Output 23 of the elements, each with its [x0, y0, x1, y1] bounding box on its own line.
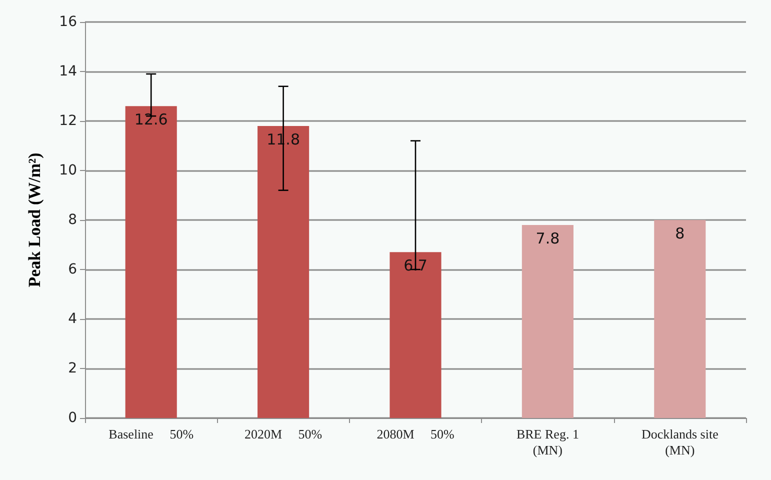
y-tick-label: 16 — [59, 14, 78, 30]
y-tick-label: 12 — [59, 113, 77, 129]
x-tick-label: 2080M 50% — [376, 426, 454, 442]
bar — [522, 224, 574, 418]
y-tick-label: 8 — [68, 212, 77, 228]
y-axis-title: Peak Load (W/m²) — [25, 152, 44, 288]
x-tick-label: Docklands site (MN) — [641, 426, 719, 458]
y-tick-label: 0 — [68, 410, 77, 426]
bar — [125, 106, 177, 418]
y-tick-label: 6 — [68, 262, 78, 278]
data-label: 7.8 — [536, 229, 560, 248]
data-label: 12.6 — [134, 110, 168, 129]
y-tick-label: 10 — [59, 162, 77, 178]
x-tick-label: BRE Reg. 1 (MN) — [516, 426, 579, 458]
y-tick-label: 14 — [59, 64, 78, 80]
bar — [654, 220, 706, 418]
y-tick-label: 2 — [68, 360, 77, 376]
y-tick-label: 4 — [68, 311, 78, 327]
x-tick-label: 2020M 50% — [244, 426, 322, 442]
bar — [258, 126, 310, 418]
x-tick-label: Baseline 50% — [108, 426, 194, 442]
data-label: 8 — [675, 224, 685, 242]
bar — [390, 252, 442, 418]
